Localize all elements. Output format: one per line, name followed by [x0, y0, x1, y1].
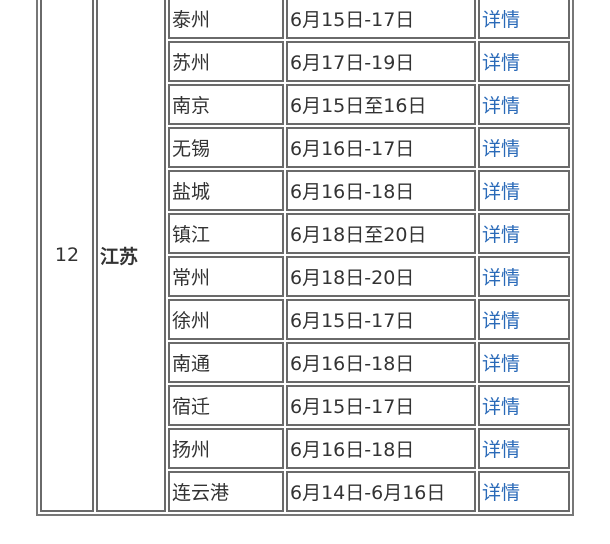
city-name: 盐城: [168, 170, 284, 211]
table-row: 宿迁 6月15日-17日 详情: [40, 385, 570, 426]
exam-date: 6月15日-17日: [286, 385, 476, 426]
exam-date: 6月17日-19日: [286, 41, 476, 82]
table-row: 扬州 6月16日-18日 详情: [40, 428, 570, 469]
city-name: 常州: [168, 256, 284, 297]
city-name: 南京: [168, 84, 284, 125]
schedule-table: 12 江苏 泰州 6月15日-17日 详情 苏州 6月17日-19日 详情 南京 6月15日至16…: [36, 0, 574, 516]
details-link[interactable]: 详情: [478, 385, 570, 426]
city-name: 连云港: [168, 471, 284, 512]
city-name: 徐州: [168, 299, 284, 340]
table-row: 南通 6月16日-18日 详情: [40, 342, 570, 383]
table-row: 徐州 6月15日-17日 详情: [40, 299, 570, 340]
city-name: 宿迁: [168, 385, 284, 426]
table-row: 盐城 6月16日-18日 详情: [40, 170, 570, 211]
row-number: 12: [40, 0, 94, 512]
table-row: 无锡 6月16日-17日 详情: [40, 127, 570, 168]
table-row: 苏州 6月17日-19日 详情: [40, 41, 570, 82]
exam-date: 6月16日-17日: [286, 127, 476, 168]
city-name: 苏州: [168, 41, 284, 82]
exam-date: 6月15日-17日: [286, 299, 476, 340]
details-link[interactable]: 详情: [478, 84, 570, 125]
details-link[interactable]: 详情: [478, 299, 570, 340]
table-row: 常州 6月18日-20日 详情: [40, 256, 570, 297]
details-link[interactable]: 详情: [478, 471, 570, 512]
exam-date: 6月15日-17日: [286, 0, 476, 39]
exam-date: 6月15日至16日: [286, 84, 476, 125]
details-link[interactable]: 详情: [478, 342, 570, 383]
details-link[interactable]: 详情: [478, 213, 570, 254]
table-row: 南京 6月15日至16日 详情: [40, 84, 570, 125]
city-name: 泰州: [168, 0, 284, 39]
details-link[interactable]: 详情: [478, 41, 570, 82]
table-row: 12 江苏 泰州 6月15日-17日 详情: [40, 0, 570, 512]
exam-date: 6月18日-20日: [286, 256, 476, 297]
exam-date: 6月16日-18日: [286, 428, 476, 469]
details-link[interactable]: 详情: [478, 256, 570, 297]
table-row: 镇江 6月18日至20日 详情: [40, 213, 570, 254]
exam-date: 6月14日-6月16日: [286, 471, 476, 512]
details-link[interactable]: 详情: [478, 428, 570, 469]
city-name: 扬州: [168, 428, 284, 469]
exam-date: 6月18日至20日: [286, 213, 476, 254]
province-name: 江苏: [96, 0, 166, 512]
table-row: 连云港 6月14日-6月16日 详情: [40, 471, 570, 512]
exam-date: 6月16日-18日: [286, 342, 476, 383]
schedule-table-wrapper: 12 江苏 泰州 6月15日-17日 详情 苏州 6月17日-19日 详情 南京 6月15日至16…: [36, 0, 574, 516]
city-name: 镇江: [168, 213, 284, 254]
details-link[interactable]: 详情: [478, 127, 570, 168]
details-link[interactable]: 详情: [478, 170, 570, 211]
city-name: 南通: [168, 342, 284, 383]
details-link[interactable]: 详情: [478, 0, 570, 39]
exam-date: 6月16日-18日: [286, 170, 476, 211]
city-name: 无锡: [168, 127, 284, 168]
